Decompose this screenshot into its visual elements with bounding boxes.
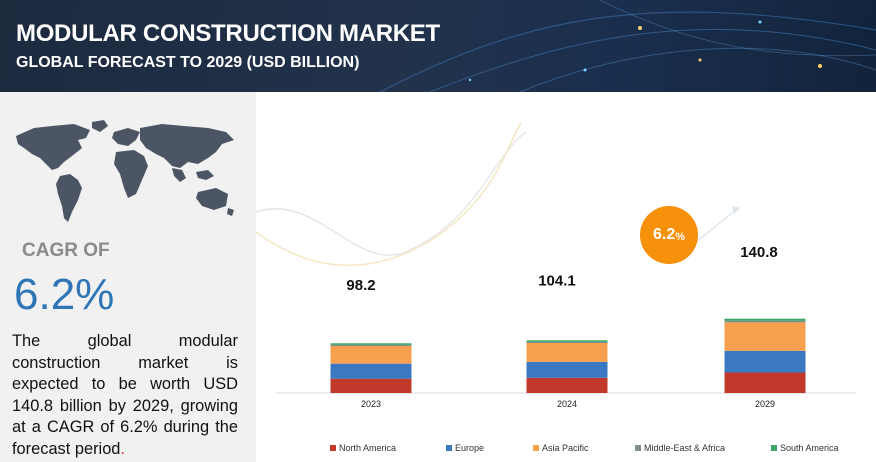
bar-segment-2024-middle-east-africa [526,341,608,343]
header-background-decoration [379,0,876,92]
legend-swatch [771,445,777,451]
page-title: MODULAR CONSTRUCTION MARKET [16,20,440,47]
labels-group: 98.2 2023 104.1 2024 140.8 2029 [346,244,777,409]
legend-item-asia-pacific: Asia Pacific [533,443,589,453]
legend-label: Europe [455,443,485,453]
market-description-period: . [120,439,125,458]
x-tick-label-2024: 2024 [557,399,577,409]
cagr-badge-value: 6.2 [652,226,676,243]
total-label-2024: 104.1 [538,272,576,289]
bar-segment-2029-middle-east-africa [724,320,806,323]
bars-group [330,318,806,393]
cagr-badge: 6.2% [640,206,698,264]
x-tick-label-2029: 2029 [755,399,775,409]
legend-label: Asia Pacific [542,443,589,453]
bar-segment-2024-europe [526,361,608,378]
legend-swatch [635,445,641,451]
growth-arrow-line [695,209,737,243]
market-description: The global modular construction market i… [12,331,238,461]
chart-decoration-curves [256,121,527,266]
bar-segment-2023-north-america [330,378,412,393]
legend-item-europe: Europe [446,443,484,453]
bar-segment-2024-north-america [526,377,608,393]
growth-arrow-head [732,206,740,214]
bar-segment-2023-asia-pacific [330,346,412,364]
cagr-label: CAGR OF [22,240,110,261]
total-label-2029: 140.8 [740,244,778,261]
page-subtitle: GLOBAL FORECAST TO 2029 (USD BILLION) [16,54,360,71]
bar-segment-2024-south-america [526,340,608,342]
legend-label: Middle-East & Africa [644,443,726,453]
bar-segment-2023-south-america [330,343,412,345]
x-tick-label-2023: 2023 [361,399,381,409]
legend-label: South America [780,443,839,453]
stacked-bar-chart: 98.2 2023 104.1 2024 140.8 2029 [256,121,856,409]
legend-label: North America [339,443,397,453]
legend-swatch [330,445,336,451]
legend-item-south-america: South America [771,443,839,453]
cagr-value: 6.2% [14,270,115,319]
bar-segment-2029-europe [724,350,806,373]
world-map-icon [16,120,234,222]
cagr-badge-unit: % [675,230,686,243]
legend-swatch [446,445,452,451]
legend-item-north-america: North America [330,443,396,453]
bar-segment-2023-middle-east-africa [330,344,412,347]
bar-segment-2029-north-america [724,372,806,393]
total-label-2023: 98.2 [346,277,375,294]
bar-segment-2023-europe [330,363,412,379]
legend-swatch [533,445,539,451]
legend-item-middle-east-africa: Middle-East & Africa [635,443,725,453]
bar-segment-2029-asia-pacific [724,322,806,351]
header-banner: MODULAR CONSTRUCTION MARKET GLOBAL FOREC… [0,0,876,92]
bar-segment-2029-south-america [724,318,806,321]
market-description-text: The global modular construction market i… [12,332,238,458]
bar-segment-2024-asia-pacific [526,342,608,362]
